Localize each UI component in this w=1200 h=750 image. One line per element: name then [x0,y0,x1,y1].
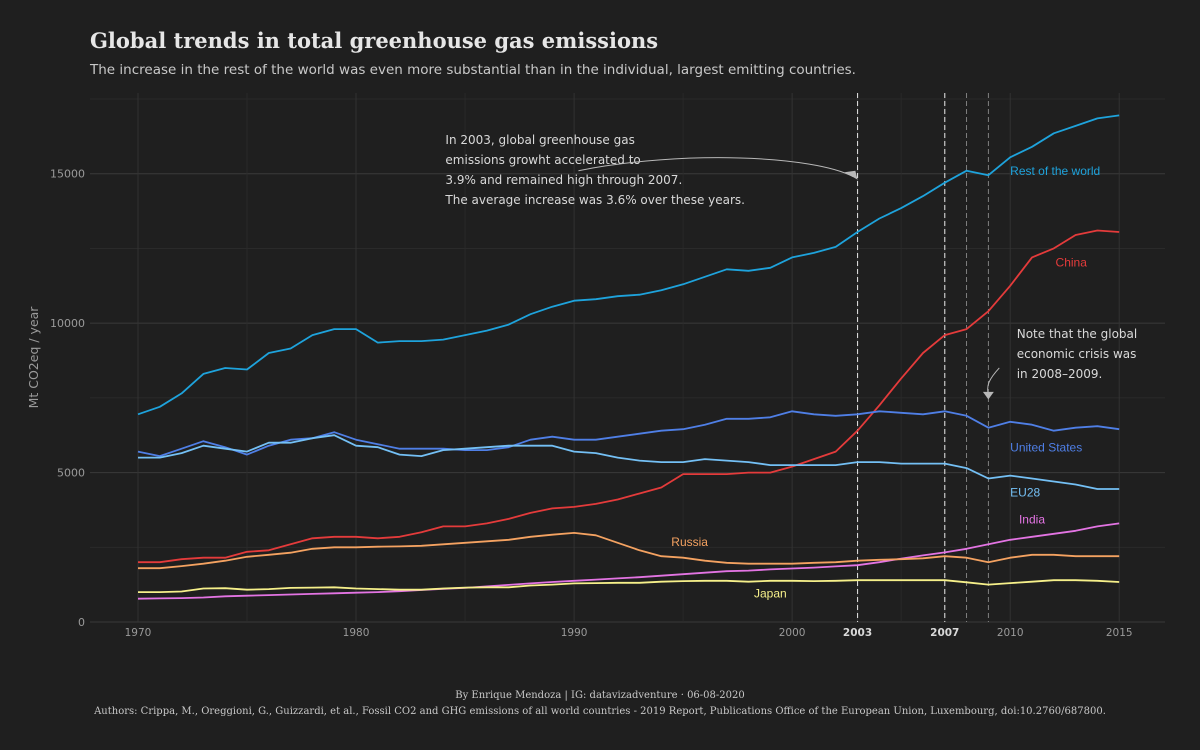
series-label: Rest of the world [1010,164,1100,178]
series-label: EU28 [1010,485,1040,499]
x-tick-label: 2007 [930,627,959,639]
series-label: Russia [671,535,708,549]
series-label: Japan [754,586,787,600]
annotation-line: emissions growht accelerated to [445,153,640,167]
annotation-line: Note that the global [1017,327,1138,341]
series-line-china [138,229,1120,564]
series-label: India [1019,512,1045,526]
series-line-india [137,522,1120,600]
annotation-line: 3.9% and remained high through 2007. [445,173,682,187]
series-line-rest-of-the-world [137,114,1120,416]
axis-layer: 0 5000 10000 15000 1970 1980 1990 2000 2003 2007 2… [26,168,1133,639]
y-tick-label: 0 [78,616,85,629]
series-line-japan [138,579,1120,593]
series-labels: Rest of the world China United States EU28 I… [671,164,1100,600]
annotation-line: In 2003, global greenhouse gas [445,133,634,147]
annotation-line: in 2008–2009. [1017,367,1103,381]
x-tick-label: 1970 [125,627,152,639]
series-layer [137,114,1120,600]
series-line-russia [138,532,1120,570]
y-tick-label: 15000 [50,168,85,181]
y-tick-label: 5000 [57,467,85,480]
y-axis-label: Mt CO2eq / year [26,306,41,409]
caption-byline: By Enrique Mendoza | IG: datavizadventur… [455,690,745,701]
series-label: United States [1010,441,1082,455]
x-tick-label: 2003 [843,627,872,639]
y-tick-label: 10000 [50,317,85,330]
caption-authors: Authors: Crippa, M., Oreggioni, G., Guiz… [94,706,1106,717]
annotation-arrowhead-2003 [844,170,858,180]
series-line-united-states [137,410,1120,458]
chart-subtitle: The increase in the rest of the world wa… [90,62,856,78]
x-tick-label: 2000 [779,627,806,639]
x-tick-label: 1980 [343,627,370,639]
series-label: China [1056,255,1088,269]
x-tick-label: 2010 [997,627,1024,639]
chart-title: Global trends in total greenhouse gas em… [90,28,659,53]
x-tick-label: 1990 [561,627,588,639]
line-chart: Rest of the world China United States EU28 I… [26,93,1165,639]
annotation-layer: In 2003, global greenhouse gas emissions … [444,133,1137,400]
series-line-eu28 [138,434,1120,490]
annotation-arrowhead-crisis [982,391,994,400]
annotation-line: economic crisis was [1017,347,1137,361]
annotation-1: In 2003, global greenhouse gas emissions … [444,133,745,207]
annotation-arrow-2003 [578,157,854,178]
x-tick-label: 2015 [1106,627,1133,639]
event-lines [856,93,989,622]
annotation-line: The average increase was 3.6% over these… [444,193,745,207]
annotation-2: Note that the global economic crisis was i… [1017,327,1138,381]
annotation-arrow-crisis [987,367,1000,395]
